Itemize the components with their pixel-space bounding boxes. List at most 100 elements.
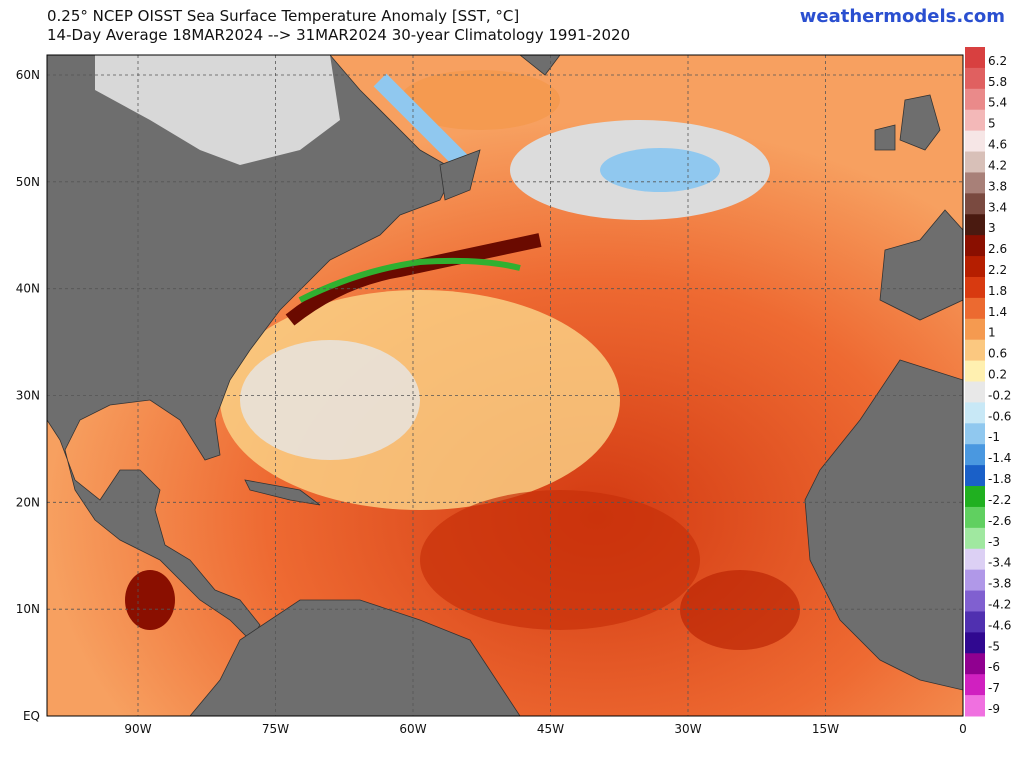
title: 0.25° NCEP OISST Sea Surface Temperature… xyxy=(47,7,519,25)
colorbar-swatch xyxy=(965,360,985,382)
colorbar-swatch xyxy=(965,486,985,508)
colorbar-swatch xyxy=(965,88,985,111)
colorbar-swatch xyxy=(965,339,985,362)
colorbar-label: 2.6 xyxy=(988,242,1007,256)
map xyxy=(47,55,963,716)
south-america xyxy=(189,599,521,716)
lon-label: 30W xyxy=(674,722,701,736)
land xyxy=(47,55,963,716)
colorbar-swatch xyxy=(965,653,985,675)
cold-eddies xyxy=(298,257,521,303)
lat-label: 50N xyxy=(16,175,40,189)
anomaly-area xyxy=(420,490,700,630)
colorbar-swatch xyxy=(965,611,985,633)
colorbar-swatch xyxy=(965,235,985,257)
colorbar-label: 5 xyxy=(988,117,996,131)
lat-label: 30N xyxy=(16,389,40,403)
colorbar-label: 3.4 xyxy=(988,200,1007,214)
colorbar-label: -5 xyxy=(988,639,1000,653)
great-britain xyxy=(899,94,941,151)
iberia xyxy=(879,209,963,321)
colorbar-label: 6.2 xyxy=(988,54,1007,68)
colorbar-label: -7 xyxy=(988,681,1000,695)
colorbar-label: 5.4 xyxy=(988,96,1007,110)
colorbar-swatch xyxy=(965,276,985,299)
lat-label: EQ xyxy=(23,709,40,723)
colorbar-swatch xyxy=(965,465,985,487)
ireland xyxy=(874,124,896,151)
colorbar-label: -4.6 xyxy=(988,618,1011,632)
lon-label: 90W xyxy=(124,722,151,736)
colorbar-swatch xyxy=(965,256,985,278)
colorbar-label: -0.6 xyxy=(988,409,1011,423)
colorbar-swatch xyxy=(965,695,985,717)
gulf-stream xyxy=(285,233,542,326)
colorbar-swatch xyxy=(965,67,985,90)
lon-label: 60W xyxy=(399,722,426,736)
newfoundland xyxy=(439,149,481,201)
colorbar-swatch xyxy=(965,548,985,571)
colorbar-swatch xyxy=(965,193,985,215)
colorbar-label: -1.4 xyxy=(988,451,1011,465)
colorbar-label: 1 xyxy=(988,326,996,340)
colorbar-label: -3 xyxy=(988,535,1000,549)
lat-label: 40N xyxy=(16,282,40,296)
colorbar-swatch xyxy=(965,590,985,612)
colorbar-swatch xyxy=(965,444,985,466)
greenland xyxy=(519,55,561,76)
lat-label: 60N xyxy=(16,68,40,82)
colorbar-label: -2.2 xyxy=(988,493,1011,507)
colorbar-swatch xyxy=(965,47,985,69)
colorbar-swatch xyxy=(965,297,985,320)
colorbar-swatch xyxy=(965,569,985,592)
lon-label: 45W xyxy=(537,722,564,736)
colorbar-label: -4.2 xyxy=(988,597,1011,611)
colorbar-label: 1.4 xyxy=(988,305,1007,319)
anomaly-area xyxy=(680,570,800,650)
colorbar-label: -2.6 xyxy=(988,514,1011,528)
colorbar: 6.2 5.8 5.4 5 4.6 4.2 3.8 3.4 3 2.6 2.2 1.8 1.4 1 0.6 0… xyxy=(965,47,1011,717)
lon-label: 15W xyxy=(812,722,839,736)
graticule xyxy=(47,55,963,716)
colorbar-swatch xyxy=(965,632,985,654)
colorbar-swatch xyxy=(965,214,985,236)
colorbar-label: -3.8 xyxy=(988,577,1011,591)
colorbar-swatch xyxy=(965,318,985,341)
anomaly-area xyxy=(240,340,420,460)
subtitle: 14-Day Average 18MAR2024 --> 31MAR2024 3… xyxy=(47,26,630,44)
colorbar-swatch xyxy=(965,402,985,424)
colorbar-label: 1.8 xyxy=(988,284,1007,298)
colorbar-label: 5.8 xyxy=(988,75,1007,89)
colorbar-swatch xyxy=(965,130,985,153)
colorbar-swatch xyxy=(965,381,985,403)
colorbar-label: -6 xyxy=(988,660,1000,674)
colorbar-swatch xyxy=(965,527,985,550)
brand: weathermodels.com xyxy=(800,6,1005,27)
colorbar-label: -1.8 xyxy=(988,472,1011,486)
anomaly-area xyxy=(400,70,560,130)
colorbar-swatch xyxy=(965,506,985,529)
africa xyxy=(804,359,963,691)
colorbar-swatch xyxy=(965,674,985,696)
anomaly-area xyxy=(600,148,720,192)
colorbar-label: -9 xyxy=(988,702,1000,716)
map-frame xyxy=(46,54,964,717)
colorbar-label: 3 xyxy=(988,221,996,235)
lon-label: 0 xyxy=(959,722,967,736)
lat-label: 10N xyxy=(16,602,40,616)
colorbar-swatch xyxy=(965,423,985,445)
north-america xyxy=(47,55,456,641)
colorbar-label: 4.6 xyxy=(988,138,1007,152)
colorbar-label: -1 xyxy=(988,430,1000,444)
anomaly-area xyxy=(125,570,175,630)
colorbar-label: 4.2 xyxy=(988,158,1007,172)
colorbar-swatch xyxy=(965,151,985,173)
colorbar-label: -0.2 xyxy=(988,388,1011,402)
colorbar-label: 2.2 xyxy=(988,263,1007,277)
colorbar-label: 0.6 xyxy=(988,347,1007,361)
colorbar-swatch xyxy=(965,109,985,132)
colorbar-label: 0.2 xyxy=(988,368,1007,382)
colorbar-swatch xyxy=(965,172,985,194)
lon-label: 75W xyxy=(262,722,289,736)
